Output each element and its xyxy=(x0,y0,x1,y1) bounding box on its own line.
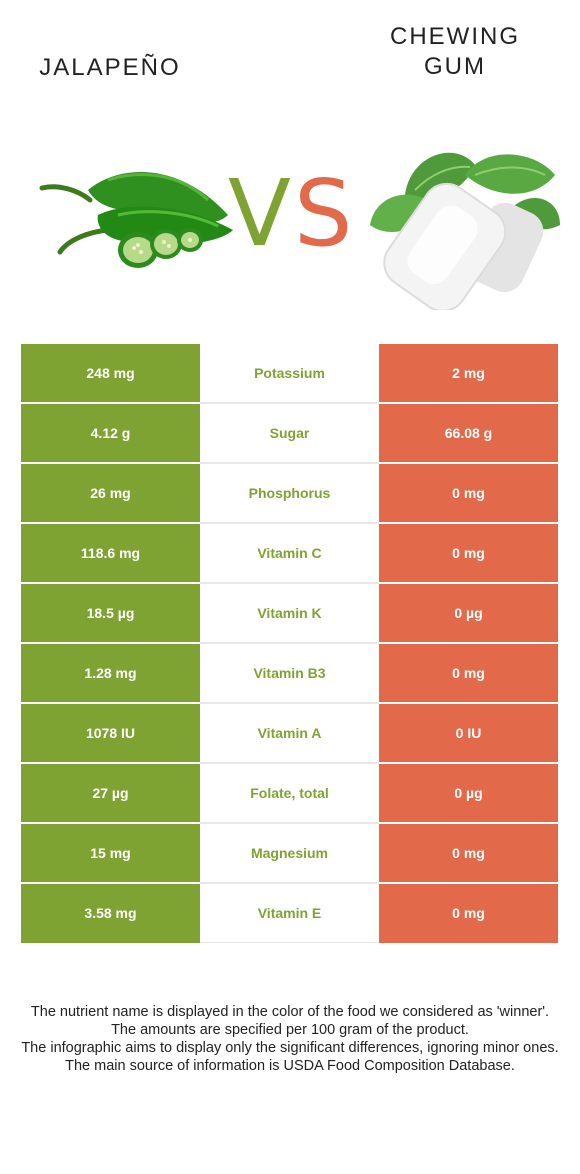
footer-line: The nutrient name is displayed in the co… xyxy=(30,1004,550,1020)
right-value-cell: 66.08 g xyxy=(379,403,558,464)
table-row: 1.28 mg Vitamin B3 0 mg xyxy=(21,643,558,704)
left-value-cell: 26 mg xyxy=(21,463,200,524)
right-value-cell: 2 mg xyxy=(379,344,558,404)
nutrient-name-cell: Potassium xyxy=(200,344,379,404)
right-value-cell: 0 mg xyxy=(379,643,558,704)
nutrient-name-cell: Vitamin E xyxy=(200,883,379,943)
left-food-title: JALAPEÑO xyxy=(39,54,181,81)
right-value-cell: 0 mg xyxy=(379,883,558,943)
left-value-cell: 18.5 µg xyxy=(21,583,200,644)
left-value-cell: 1078 IU xyxy=(21,703,200,764)
vs-letter-s: S xyxy=(294,160,353,267)
left-value-cell: 27 µg xyxy=(21,763,200,824)
left-value-cell: 4.12 g xyxy=(21,403,200,464)
vs-letter-v: V xyxy=(228,160,291,267)
left-value-cell: 118.6 mg xyxy=(21,523,200,584)
table-row: 15 mg Magnesium 0 mg xyxy=(21,823,558,884)
right-value-cell: 0 mg xyxy=(379,523,558,584)
nutrient-name-cell: Vitamin K xyxy=(200,583,379,644)
table-row: 27 µg Folate, total 0 µg xyxy=(21,763,558,824)
nutrient-name-cell: Vitamin C xyxy=(200,523,379,584)
left-value-cell: 3.58 mg xyxy=(21,883,200,943)
nutrient-name-cell: Sugar xyxy=(200,403,379,464)
comparison-table: 248 mg Potassium 2 mg 4.12 g Sugar 66.08 g 26 … xyxy=(21,344,558,943)
footer-line: The infographic aims to display only the… xyxy=(21,1040,559,1056)
right-value-cell: 0 µg xyxy=(379,583,558,644)
table-row: 4.12 g Sugar 66.08 g xyxy=(21,403,558,464)
jalapeno-image xyxy=(39,172,233,268)
left-value-cell: 248 mg xyxy=(21,344,200,404)
footer-line: The main source of information is USDA F… xyxy=(65,1058,515,1074)
right-food-title: CHEWING GUM xyxy=(390,23,520,80)
nutrient-name-cell: Vitamin B3 xyxy=(200,643,379,704)
left-value-cell: 15 mg xyxy=(21,823,200,884)
nutrient-name-cell: Magnesium xyxy=(200,823,379,884)
left-value-cell: 1.28 mg xyxy=(21,643,200,704)
nutrient-name-cell: Folate, total xyxy=(200,763,379,824)
right-value-cell: 0 µg xyxy=(379,763,558,824)
nutrient-name-cell: Phosphorus xyxy=(200,463,379,524)
nutrient-name-cell: Vitamin A xyxy=(200,703,379,764)
chewing-gum-image xyxy=(370,152,560,310)
table-row: 248 mg Potassium 2 mg xyxy=(21,344,558,404)
right-value-cell: 0 mg xyxy=(379,823,558,884)
footer-line: The amounts are specified per 100 gram o… xyxy=(111,1022,469,1038)
right-value-cell: 0 mg xyxy=(379,463,558,524)
footer-notes: The nutrient name is displayed in the co… xyxy=(20,1003,560,1075)
right-value-cell: 0 IU xyxy=(379,703,558,764)
table-row: 26 mg Phosphorus 0 mg xyxy=(21,463,558,524)
